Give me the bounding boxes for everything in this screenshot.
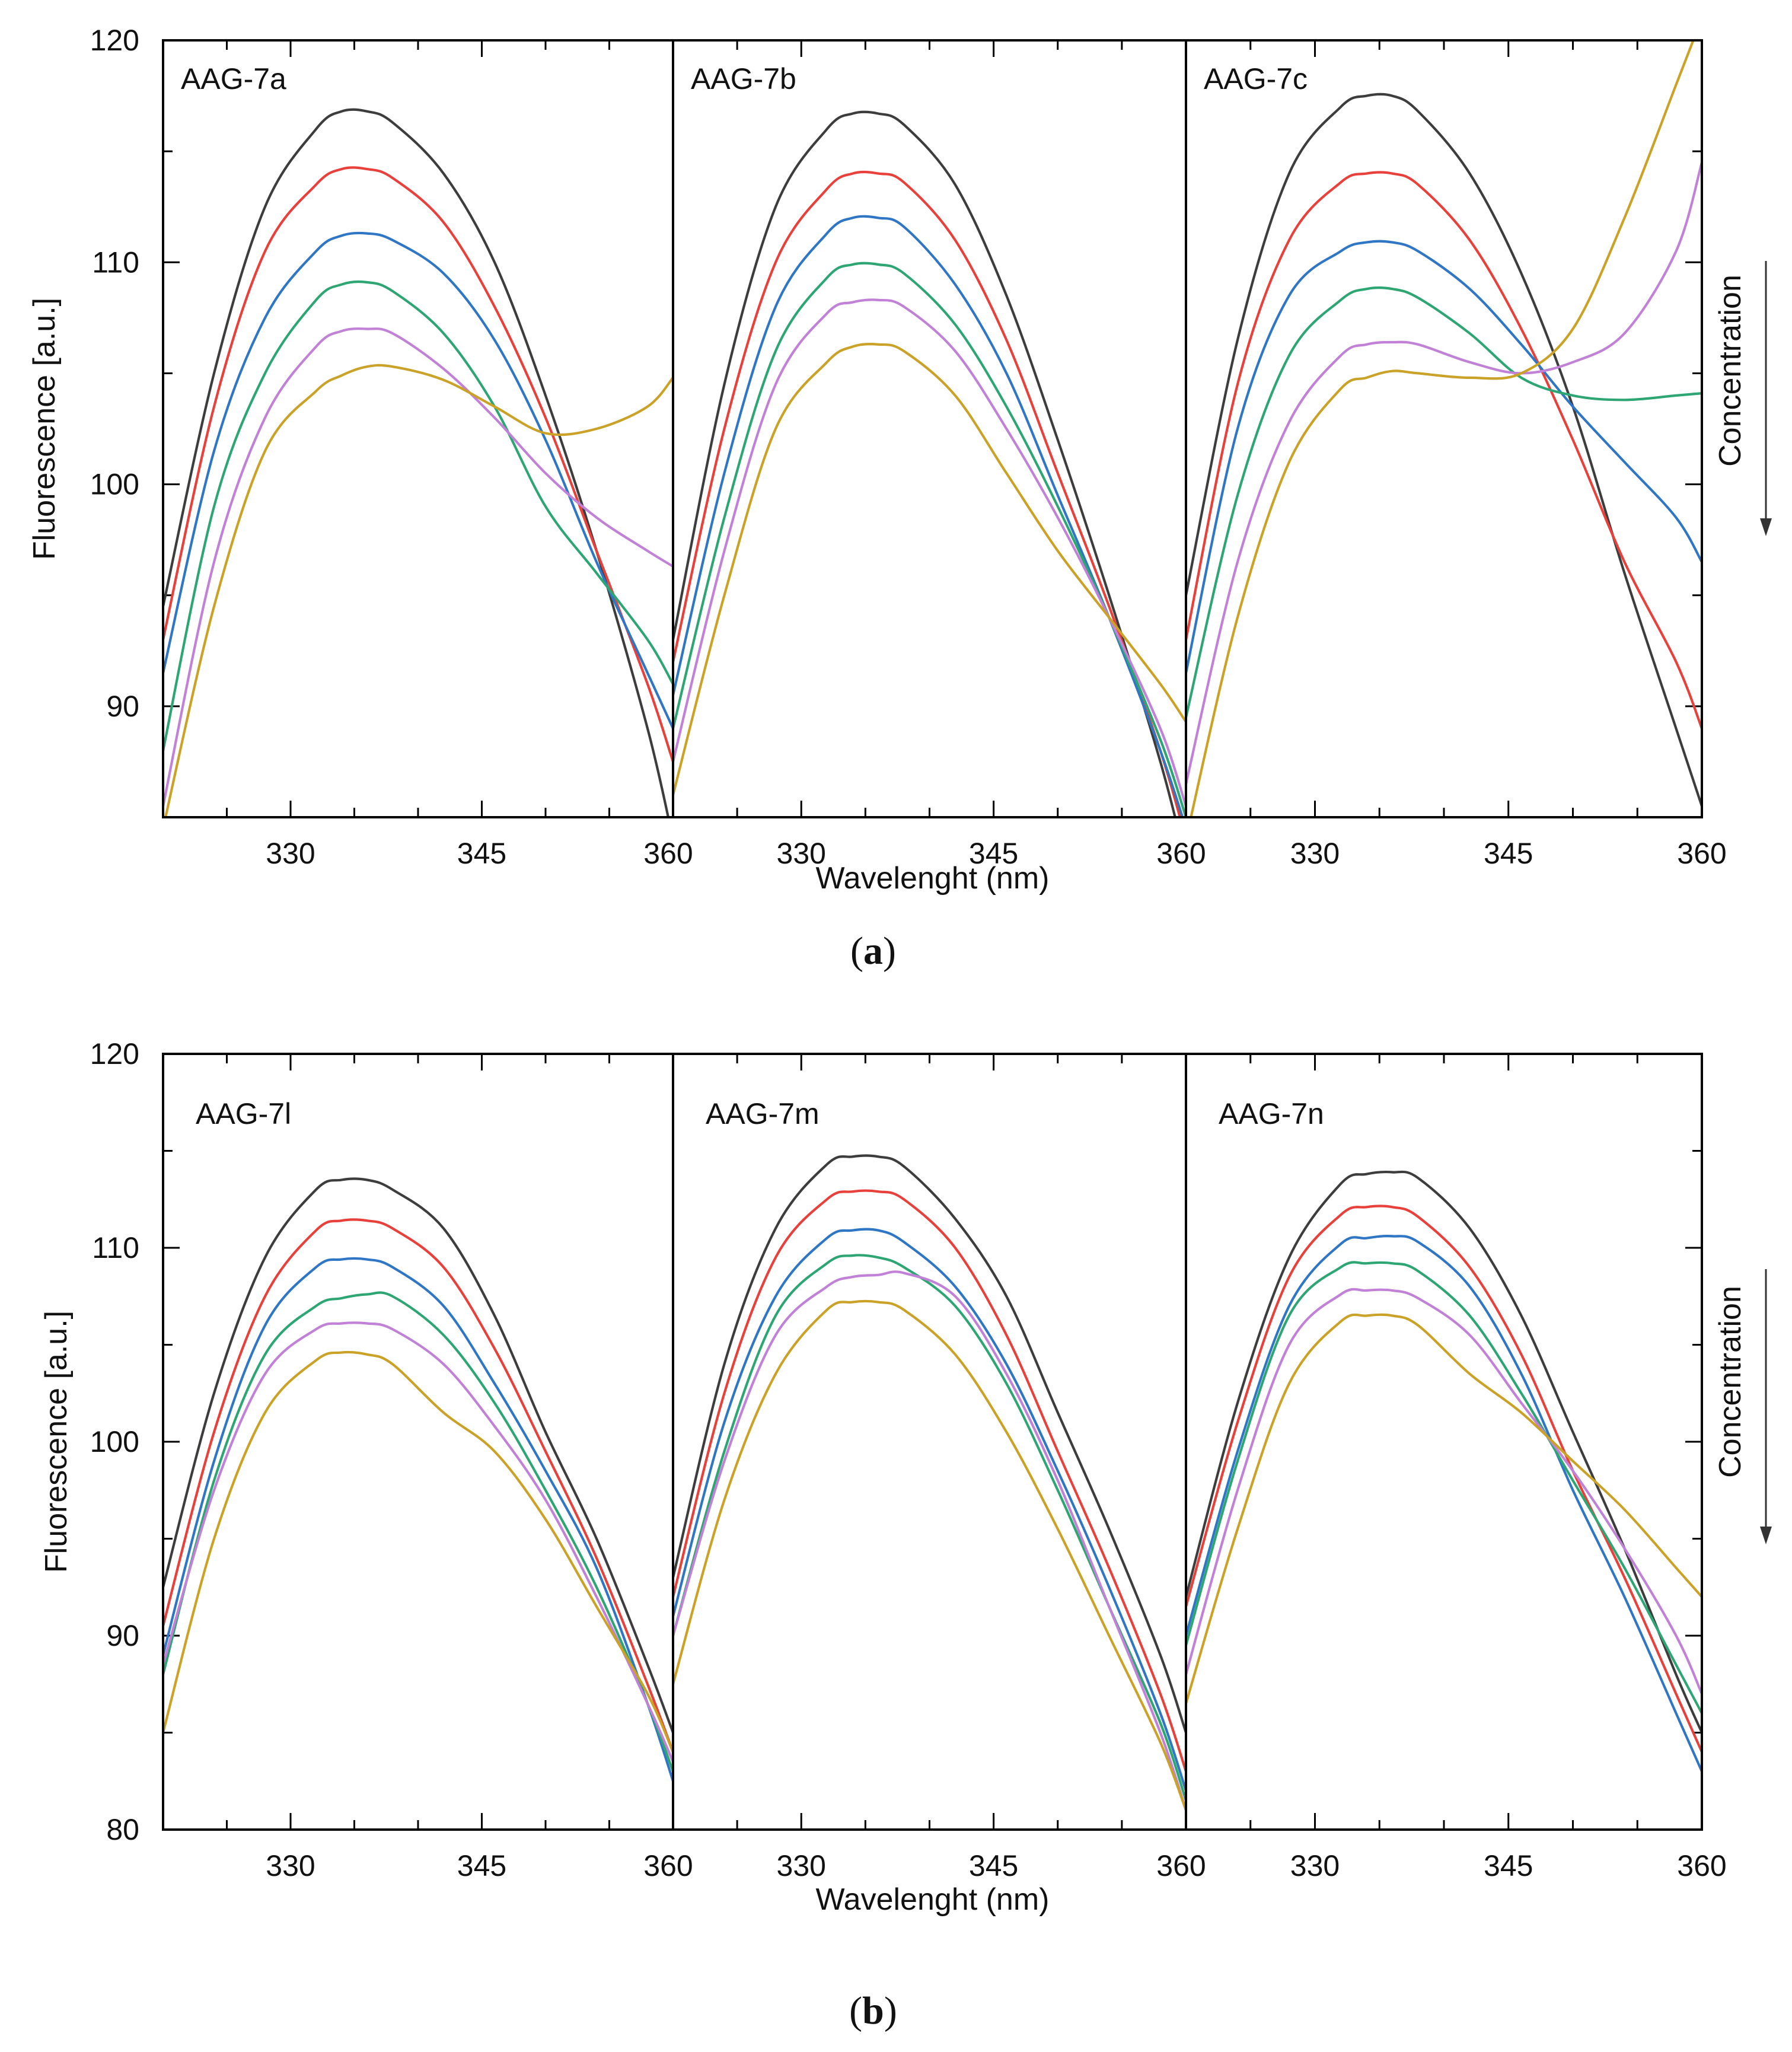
- series-line-4: [163, 280, 674, 751]
- y-tick-label: 100: [90, 468, 139, 501]
- series-line-6: [671, 1299, 1187, 1811]
- concentration-label: Concentration: [1713, 1286, 1748, 1478]
- series-line-4: [1184, 1261, 1702, 1714]
- x-tick-label: 360: [643, 837, 693, 870]
- x-tick-label: 360: [643, 1849, 693, 1882]
- x-tick-label: 345: [457, 837, 506, 870]
- series-line-2: [1184, 1205, 1702, 1753]
- x-tick-label: 360: [1677, 1849, 1726, 1882]
- series-line-4: [1184, 286, 1702, 718]
- x-tick-label: 330: [777, 837, 826, 870]
- series-line-2: [671, 1189, 1187, 1772]
- series-line-2: [1184, 171, 1702, 729]
- panel-aag-7m: 330 345 360 AAG-7m: [671, 1054, 1206, 1882]
- series-line-6: [163, 1350, 674, 1753]
- x-tick-label: 360: [1156, 837, 1206, 870]
- y-tick-label: 110: [92, 246, 139, 279]
- series-line-3: [163, 231, 674, 729]
- series-line-1: [163, 1177, 674, 1734]
- y-tick-label: 90: [106, 1619, 139, 1652]
- panel-label: AAG-7m: [706, 1097, 820, 1130]
- panel-label: AAG-7b: [691, 62, 796, 95]
- series-line-2: [163, 166, 674, 763]
- panel-label: AAG-7a: [181, 62, 286, 95]
- spectra-lines: [671, 1154, 1187, 1811]
- y-tick-label: 110: [92, 1231, 139, 1264]
- spectra-lines: [1184, 40, 1702, 817]
- series-line-1: [1184, 93, 1702, 807]
- series-line-3: [1184, 1235, 1702, 1772]
- arrow-down-icon: [1760, 518, 1772, 536]
- series-line-5: [1184, 162, 1702, 785]
- spectra-lines: [1184, 1170, 1702, 1772]
- y-axis-title: Fluorescence [a.u.]: [27, 298, 62, 560]
- panel-aag-7b: 330 345 360 AAG-7b: [671, 40, 1206, 870]
- panel-aag-7n: 330 345 360 AAG-7n: [1184, 1054, 1727, 1882]
- series-line-4: [163, 1291, 674, 1772]
- concentration-label: Concentration: [1713, 275, 1748, 467]
- y-tick-label: 90: [106, 690, 139, 723]
- figure-label-letter: a: [863, 929, 883, 973]
- x-tick-label: 330: [266, 837, 315, 870]
- chart-b-fluorescence-spectra: 80 90 100 110 120 Fluorescence [a.u.] 330 345 36…: [39, 1037, 1772, 2032]
- series-line-5: [671, 298, 1187, 807]
- spectra-lines: [671, 110, 1187, 817]
- series-line-1: [671, 110, 1176, 817]
- series-line-1: [671, 1154, 1187, 1734]
- figure-label: (b): [849, 1989, 897, 2032]
- y-axis-title: Fluorescence [a.u.]: [39, 1311, 74, 1573]
- y-tick-label: 100: [90, 1425, 139, 1458]
- x-tick-label: 345: [969, 837, 1018, 870]
- panel-label: AAG-7c: [1204, 62, 1308, 95]
- series-line-3: [1184, 240, 1702, 674]
- x-tick-label: 330: [1290, 837, 1340, 870]
- series-line-2: [163, 1218, 674, 1753]
- chart-a-fluorescence-spectra: 90 100 110 120 Fluorescence [a.u.] 330 345 360 A…: [27, 24, 1772, 973]
- panel-label: AAG-7l: [196, 1097, 291, 1130]
- x-tick-label: 330: [266, 1849, 315, 1882]
- arrow-down-icon: [1760, 1527, 1772, 1544]
- y-tick-label: 120: [90, 1037, 139, 1070]
- panel-aag-7a: 330 345 360 AAG-7a: [163, 40, 693, 870]
- plot-frame: [162, 39, 1703, 818]
- panel-aag-7l: 330 345 360 AAG-7l: [163, 1054, 693, 1882]
- x-tick-label: 345: [457, 1849, 506, 1882]
- series-line-3: [163, 1257, 674, 1782]
- panel-aag-7c: 330 345 360 AAG-7c: [1184, 40, 1727, 870]
- series-line-3: [671, 1228, 1187, 1792]
- series-line-5: [163, 327, 674, 807]
- spectra-lines: [163, 1177, 674, 1782]
- spectra-lines: [163, 108, 674, 817]
- series-line-4: [671, 262, 1187, 817]
- x-axis-title: Wavelenght (nm): [816, 861, 1050, 896]
- x-tick-label: 330: [777, 1849, 826, 1882]
- x-tick-label: 345: [969, 1849, 1018, 1882]
- y-tick-label: 80: [106, 1813, 139, 1846]
- series-line-6: [164, 364, 674, 817]
- panel-label: AAG-7n: [1219, 1097, 1324, 1130]
- series-line-5: [671, 1270, 1187, 1811]
- x-tick-label: 330: [1290, 1849, 1340, 1882]
- series-line-6: [1190, 40, 1695, 817]
- series-line-6: [671, 342, 1187, 796]
- series-line-3: [671, 215, 1184, 817]
- figure-label: (a): [850, 929, 896, 973]
- x-tick-label: 360: [1156, 1849, 1206, 1882]
- series-line-1: [163, 108, 670, 817]
- x-tick-label: 345: [1484, 837, 1533, 870]
- x-tick-label: 360: [1677, 837, 1726, 870]
- series-line-2: [671, 170, 1182, 817]
- series-line-5: [1184, 1288, 1702, 1694]
- y-tick-label: 120: [90, 24, 139, 57]
- series-line-6: [1184, 1313, 1702, 1704]
- plot-frame: [162, 1053, 1703, 1831]
- series-line-5: [163, 1321, 674, 1763]
- figure-label-letter: b: [862, 1989, 884, 2032]
- x-axis-title: Wavelenght (nm): [816, 1882, 1050, 1917]
- x-tick-label: 345: [1484, 1849, 1533, 1882]
